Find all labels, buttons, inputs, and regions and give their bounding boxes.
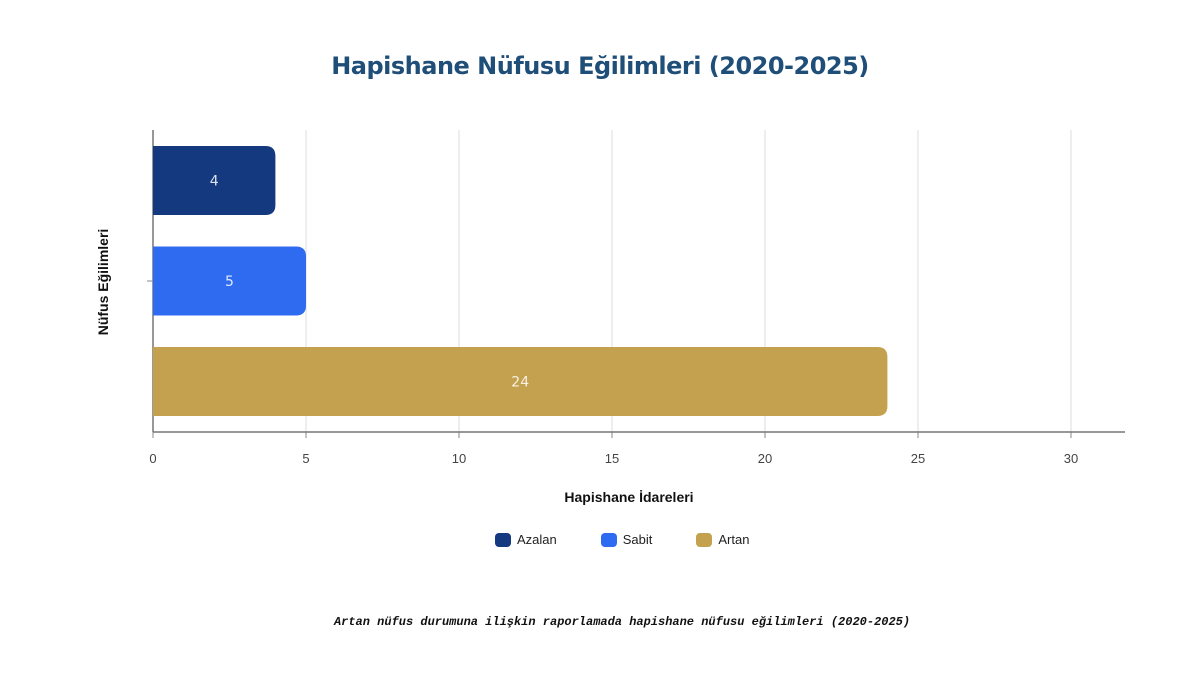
x-tick-label: 30: [1064, 451, 1078, 466]
legend-item-sabit[interactable]: Sabit: [600, 532, 653, 547]
legend-item-azalan[interactable]: Azalan: [495, 532, 557, 547]
bar-azalan: [153, 146, 276, 215]
legend-label: Sabit: [622, 532, 653, 547]
y-axis-label: Nüfus Eğilimleri: [95, 228, 111, 336]
legend-swatch: [495, 532, 511, 547]
data-label: 5: [225, 274, 234, 290]
x-tick-label: 10: [452, 451, 466, 466]
data-label: 24: [511, 375, 529, 391]
legend-label: Artan: [718, 532, 750, 547]
bar-artan: [153, 347, 888, 416]
x-tick-label: 0: [149, 451, 156, 466]
x-axis-label: Hapishane İdareleri: [564, 489, 694, 505]
legend: Azalan Sabit Artan: [495, 532, 793, 547]
legend-item-artan[interactable]: Artan: [696, 532, 749, 547]
chart-title: Hapishane Nüfusu Eğilimleri (2020-2025): [331, 52, 869, 80]
x-tick-label: 20: [758, 451, 772, 466]
x-tick-label: 5: [302, 451, 309, 466]
x-tick-label: 15: [605, 451, 619, 466]
legend-swatch: [696, 532, 713, 547]
x-tick-label: 25: [911, 451, 925, 466]
figure-caption: Artan nüfus durumuna ilişkin raporlamada…: [333, 615, 911, 629]
legend-label: Azalan: [517, 532, 557, 547]
data-label: 4: [210, 174, 219, 190]
legend-swatch: [600, 532, 617, 547]
bar-sabit: [153, 246, 306, 316]
